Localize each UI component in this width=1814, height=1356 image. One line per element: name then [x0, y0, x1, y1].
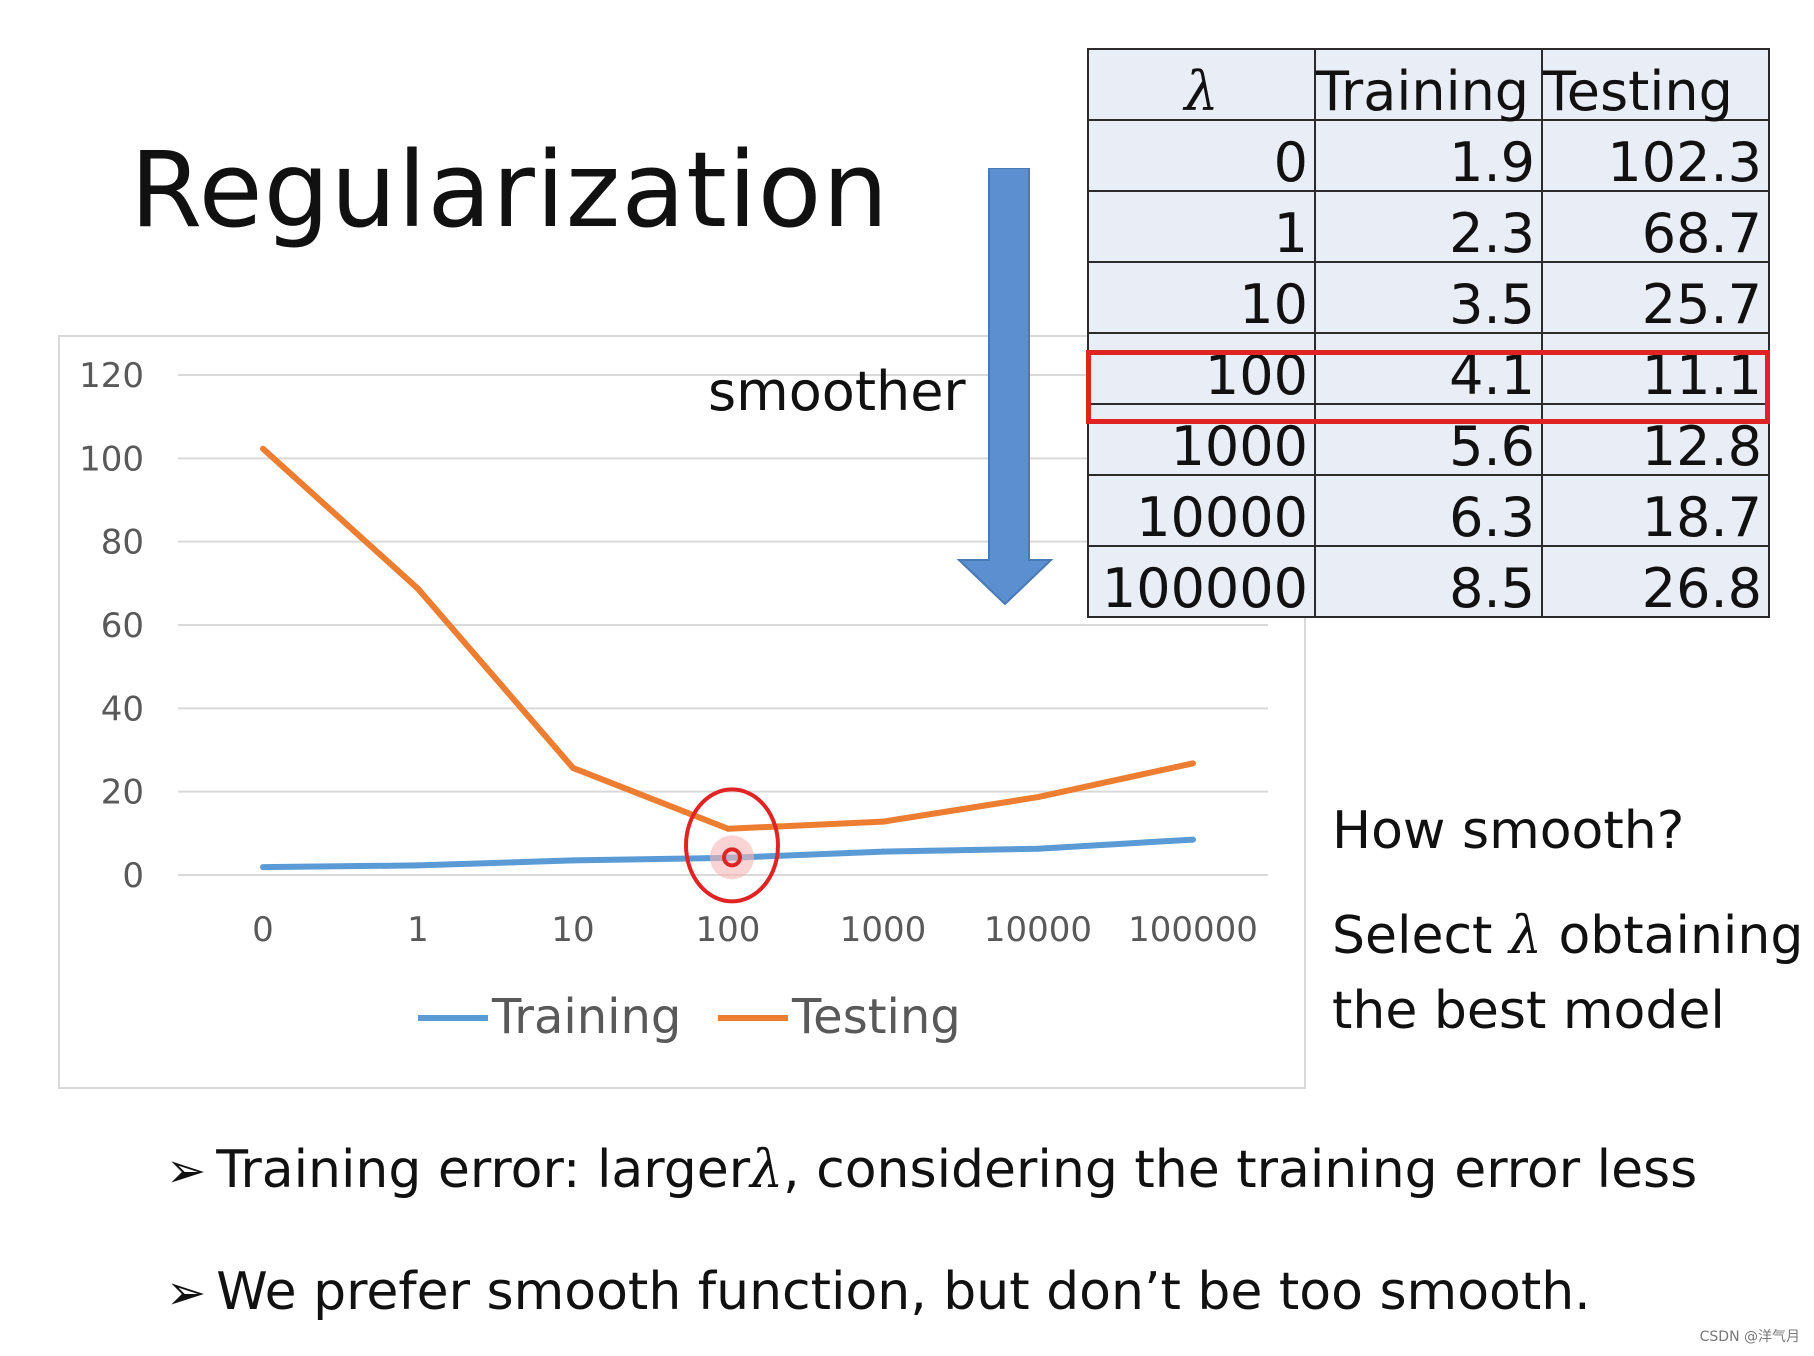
- cell-lambda: 0: [1088, 120, 1315, 191]
- x-tick-label: 1: [407, 910, 429, 950]
- data-point-testing: [1190, 760, 1196, 766]
- data-point-testing: [1035, 794, 1041, 800]
- bullet1-lambda: λ: [750, 1140, 783, 1200]
- cell-testing: 18.7: [1542, 475, 1769, 546]
- cell-testing: 102.3: [1542, 120, 1769, 191]
- x-tick-label: 10: [551, 910, 594, 950]
- legend-label-training: Training: [491, 989, 681, 1045]
- x-tick-label: 100000: [1128, 910, 1258, 950]
- cell-lambda: 100000: [1088, 546, 1315, 617]
- cell-training: 6.3: [1315, 475, 1542, 546]
- watermark: CSDN @洋气月: [1700, 1326, 1800, 1346]
- y-tick-label: 0: [122, 856, 144, 896]
- slide-title: Regularization: [130, 138, 889, 242]
- side-select-pre: Select: [1332, 906, 1509, 966]
- side-best-model: the best model: [1332, 980, 1725, 1042]
- legend-label-testing: Testing: [791, 989, 961, 1045]
- bullet-arrow-icon: ➢: [166, 1143, 206, 1199]
- data-point-training: [880, 849, 886, 855]
- data-point-training: [1035, 846, 1041, 852]
- x-tick-label: 100: [696, 910, 761, 950]
- bullet-smooth-function: ➢ We prefer smooth function, but don’t be…: [166, 1262, 1591, 1322]
- y-tick-label: 40: [101, 689, 144, 729]
- cell-lambda: 10: [1088, 262, 1315, 333]
- cell-testing: 26.8: [1542, 546, 1769, 617]
- data-point-testing: [725, 826, 731, 832]
- bullet1-post: , considering the training error less: [783, 1140, 1697, 1200]
- data-point-training: [260, 864, 266, 870]
- bullet1-pre: Training error: larger: [216, 1140, 750, 1200]
- y-tick-label: 100: [79, 439, 144, 479]
- bullet-arrow-icon: ➢: [166, 1265, 206, 1321]
- table-highlight-box: [1086, 350, 1770, 424]
- data-point-testing: [570, 765, 576, 771]
- table-row: 1 2.3 68.7: [1088, 191, 1769, 262]
- cell-training: 2.3: [1315, 191, 1542, 262]
- highlight-glow: [710, 835, 754, 879]
- table-row: 0 1.9 102.3: [1088, 120, 1769, 191]
- table-row: 10000 6.3 18.7: [1088, 475, 1769, 546]
- side-select-post: obtaining: [1542, 906, 1803, 966]
- y-tick-label: 80: [101, 523, 144, 563]
- data-point-training: [1190, 837, 1196, 843]
- data-point-testing: [260, 446, 266, 452]
- data-point-training: [415, 862, 421, 868]
- side-question: How smooth?: [1332, 800, 1684, 862]
- y-tick-label: 120: [79, 356, 144, 396]
- header-lambda: λ: [1088, 49, 1315, 120]
- data-point-training: [570, 857, 576, 863]
- data-point-testing: [415, 586, 421, 592]
- x-tick-label: 1000: [840, 910, 927, 950]
- bullet2-text: We prefer smooth function, but don’t be …: [216, 1262, 1591, 1322]
- cell-lambda: 1: [1088, 191, 1315, 262]
- table-header-row: λ Training Testing: [1088, 49, 1769, 120]
- cell-training: 3.5: [1315, 262, 1542, 333]
- side-select-text: Select λ obtaining: [1332, 905, 1803, 967]
- smoother-label: smoother: [708, 360, 966, 423]
- x-tick-label: 0: [252, 910, 274, 950]
- header-testing: Testing: [1542, 49, 1769, 120]
- x-tick-label: 10000: [984, 910, 1092, 950]
- y-tick-label: 60: [101, 606, 144, 646]
- cell-training: 8.5: [1315, 546, 1542, 617]
- cell-testing: 68.7: [1542, 191, 1769, 262]
- data-point-testing: [880, 819, 886, 825]
- table-row: 10 3.5 25.7: [1088, 262, 1769, 333]
- cell-training: 1.9: [1315, 120, 1542, 191]
- side-select-lambda: λ: [1509, 906, 1542, 966]
- cell-testing: 25.7: [1542, 262, 1769, 333]
- header-training: Training: [1315, 49, 1542, 120]
- lambda-table: λ Training Testing 0 1.9 102.3 1 2.3 68.…: [1087, 48, 1770, 618]
- table-row: 100000 8.5 26.8: [1088, 546, 1769, 617]
- cell-lambda: 10000: [1088, 475, 1315, 546]
- bullet-training-error: ➢ Training error: largerλ, considering th…: [166, 1140, 1697, 1200]
- down-arrow-icon: [955, 168, 1055, 608]
- y-tick-label: 20: [101, 773, 144, 813]
